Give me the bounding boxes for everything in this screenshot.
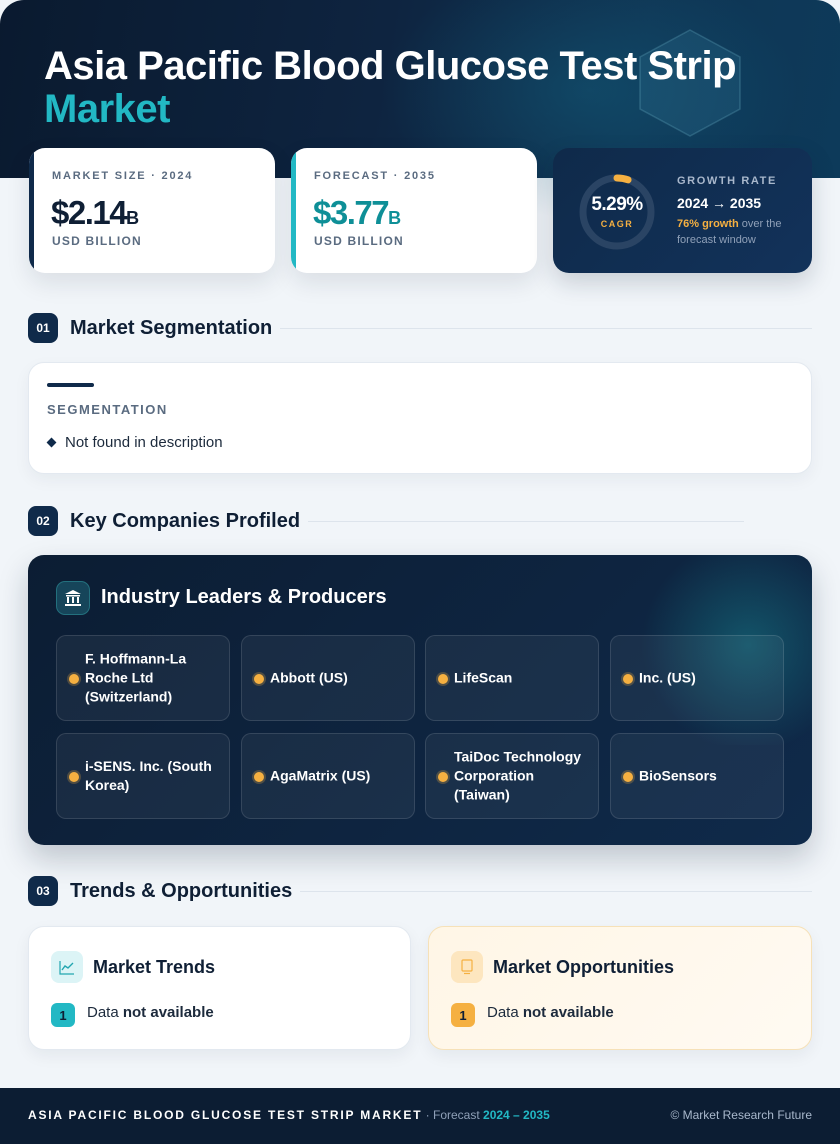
company-tile: AgaMatrix (US) (241, 733, 415, 819)
section-number: 03 (28, 876, 58, 906)
forecast-label: FORECAST · 2035 (314, 170, 436, 182)
market-opportunities-title: Market Opportunities (493, 957, 675, 977)
market-trends-title: Market Trends (93, 957, 216, 977)
company-tile: BioSensors (610, 733, 784, 819)
page-title: Asia Pacific Blood Glucose Test Strip (44, 44, 737, 88)
company-name: AgaMatrix (US) (270, 767, 371, 784)
company-tile: i-SENS. Inc. (South Korea) (56, 733, 230, 819)
card-accent-bar (29, 148, 34, 273)
footer-copyright: © Market Research Future (670, 1108, 812, 1122)
growth-note-rest: over the forecast window (677, 218, 782, 246)
section-title: Market Segmentation (70, 317, 273, 339)
forecast-unit: USD BILLION (314, 234, 404, 248)
segmentation-accent (47, 383, 94, 387)
companies-panel: Industry Leaders & Producers F. Hoffmann… (28, 555, 812, 845)
section-divider (308, 521, 744, 522)
page-title-accent: Market (44, 87, 170, 131)
footer-forecast-label: · Forecast (422, 1108, 484, 1122)
cagr-label: CAGR (600, 219, 634, 229)
market-trends-card: Market Trends 1 Data not available (28, 926, 411, 1050)
market-size-label: MARKET SIZE · 2024 (52, 170, 194, 182)
opportunity-item-number: 1 (451, 1003, 475, 1027)
lightbulb-icon (451, 951, 483, 983)
market-size-value: $2.14B (51, 194, 140, 231)
line-chart-icon (51, 951, 83, 983)
hero-banner: Asia Pacific Blood Glucose Test Strip Ma… (0, 0, 840, 220)
company-name: Inc. (US) (639, 669, 696, 686)
segmentation-item: Not found in description (46, 434, 223, 451)
cagr-ring-gauge (579, 174, 655, 250)
forecast-value: $3.77B (313, 194, 402, 231)
company-name: TaiDoc Technology Corporation (Taiwan) (454, 748, 582, 803)
company-tile: TaiDoc Technology Corporation (Taiwan) (425, 733, 599, 819)
growth-rate-years: 2024 → 2035 (677, 195, 762, 211)
bullet-dot-icon (69, 772, 79, 782)
market-opportunities-card: Market Opportunities 1 Data not availabl… (428, 926, 812, 1050)
bullet-dot-icon (254, 772, 264, 782)
company-tile: LifeScan (425, 635, 599, 721)
company-tile: Abbott (US) (241, 635, 415, 721)
forecast-suffix: B (388, 208, 402, 228)
opportunity-item-text: Data not available (487, 1004, 614, 1021)
section-title: Trends & Opportunities (70, 880, 293, 902)
segmentation-card: SEGMENTATION Not found in description (28, 362, 812, 474)
section-divider (300, 891, 812, 892)
bullet-dot-icon (623, 772, 633, 782)
footer-years: 2024 – 2035 (483, 1108, 550, 1122)
card-accent-bar (291, 148, 296, 273)
market-size-suffix: B (126, 208, 140, 228)
market-size-card: MARKET SIZE · 2024 $2.14B USD BILLION (29, 148, 275, 273)
section-header-trends: 03 Trends & Opportunities (28, 876, 812, 908)
company-tile: Inc. (US) (610, 635, 784, 721)
company-name: F. Hoffmann-La Roche Ltd (Switzerland) (85, 650, 187, 705)
bullet-dot-icon (623, 674, 633, 684)
section-header-companies: 02 Key Companies Profiled (28, 506, 812, 538)
trend-item-number: 1 (51, 1003, 75, 1027)
section-divider (280, 328, 812, 329)
section-number: 01 (28, 313, 58, 343)
company-name: i-SENS. Inc. (South Korea) (85, 758, 212, 793)
bullet-dot-icon (69, 674, 79, 684)
market-size-unit: USD BILLION (52, 234, 142, 248)
segmentation-label: SEGMENTATION (47, 402, 168, 417)
section-number: 02 (28, 506, 58, 536)
section-title: Key Companies Profiled (70, 510, 301, 532)
footer-brand: ASIA PACIFIC BLOOD GLUCOSE TEST STRIP MA… (28, 1108, 423, 1122)
hexagon-decoration-icon (639, 29, 741, 137)
growth-rate-note: 76% growth over the forecast window (677, 216, 805, 248)
company-name: BioSensors (639, 767, 717, 784)
section-header-segmentation: 01 Market Segmentation (28, 313, 812, 345)
company-name: LifeScan (454, 669, 513, 686)
cagr-value: 5.29% (591, 194, 643, 215)
company-name: Abbott (US) (270, 669, 348, 686)
bullet-dot-icon (438, 674, 448, 684)
bullet-dot-icon (254, 674, 264, 684)
bullet-dot-icon (438, 772, 448, 782)
growth-rate-label: GROWTH RATE (677, 175, 777, 187)
growth-rate-card: 5.29% CAGR GROWTH RATE 2024 → 2035 76% g… (553, 148, 812, 273)
diamond-bullet-icon (46, 437, 57, 447)
institution-icon (56, 581, 90, 615)
footer-caption: ASIA PACIFIC BLOOD GLUCOSE TEST STRIP MA… (28, 1108, 550, 1122)
companies-panel-title: Industry Leaders & Producers (101, 586, 387, 608)
footer: ASIA PACIFIC BLOOD GLUCOSE TEST STRIP MA… (0, 1088, 840, 1144)
growth-highlight: 76% growth (677, 218, 739, 230)
forecast-card: FORECAST · 2035 $3.77B USD BILLION (291, 148, 537, 273)
trend-item-text: Data not available (87, 1004, 214, 1021)
company-tile: F. Hoffmann-La Roche Ltd (Switzerland) (56, 635, 230, 721)
